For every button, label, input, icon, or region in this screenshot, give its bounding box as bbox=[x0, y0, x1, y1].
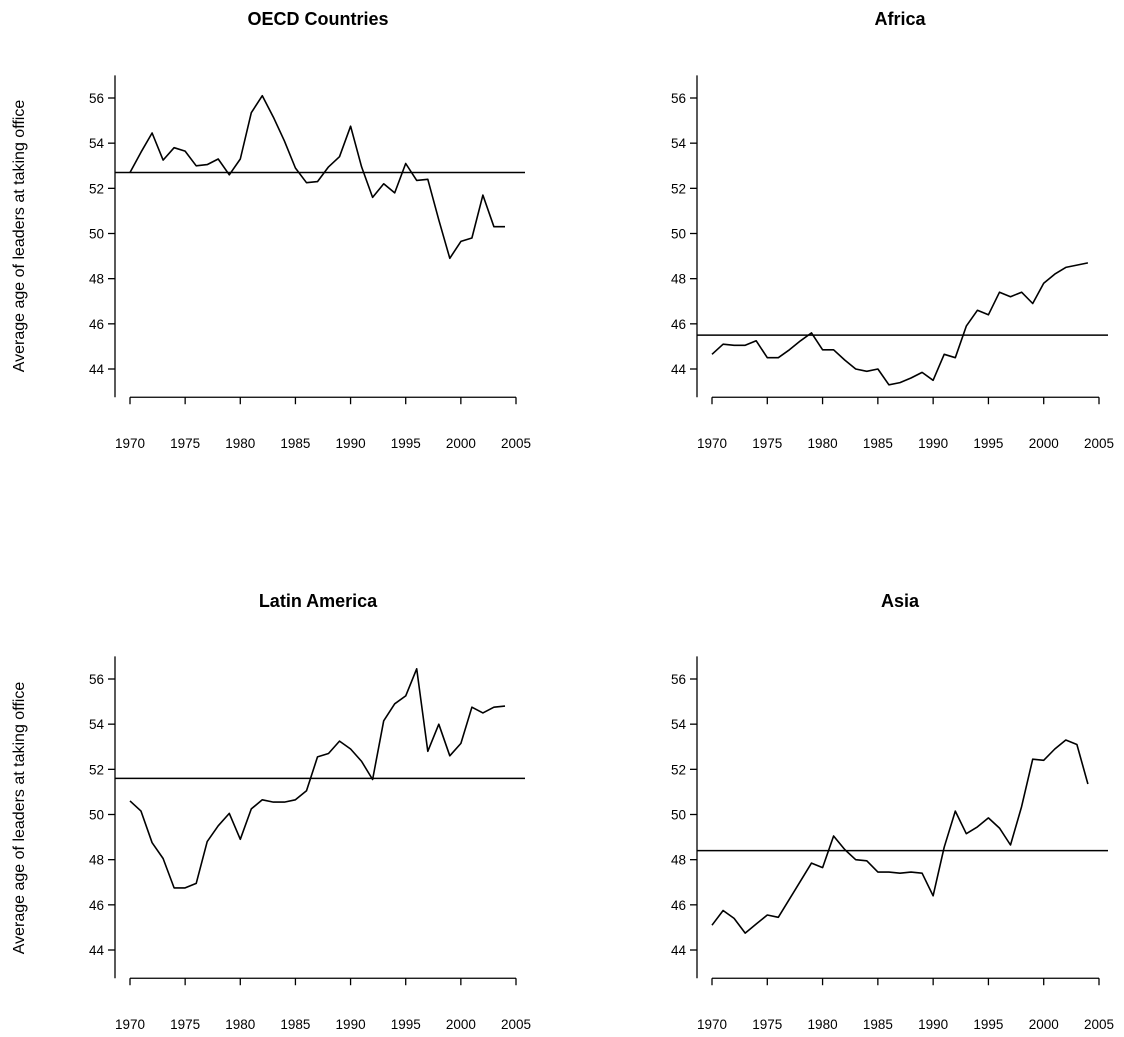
y-axis-label: Average age of leaders at taking office bbox=[11, 100, 28, 373]
x-tick-label: 1980 bbox=[225, 436, 255, 451]
x-tick-label: 1970 bbox=[115, 436, 145, 451]
x-tick-label: 1980 bbox=[225, 1017, 255, 1032]
panel-title: Asia bbox=[881, 591, 920, 611]
x-tick-label: 1985 bbox=[280, 1017, 310, 1032]
x-tick-label: 2005 bbox=[501, 1017, 531, 1032]
x-tick-label: 2000 bbox=[1029, 1017, 1059, 1032]
y-tick-label: 52 bbox=[671, 181, 686, 196]
series-line bbox=[129, 94, 505, 260]
x-tick-label: 1980 bbox=[808, 1017, 838, 1032]
y-tick-label: 50 bbox=[89, 227, 104, 242]
y-axis-label: Average age of leaders at taking office bbox=[11, 682, 28, 955]
y-tick-label: 44 bbox=[671, 943, 687, 958]
y-tick-label: 52 bbox=[671, 762, 686, 777]
x-tick-label: 1980 bbox=[808, 436, 838, 451]
y-tick-label: 54 bbox=[671, 717, 687, 732]
x-tick-label: 1995 bbox=[973, 436, 1003, 451]
y-tick-label: 50 bbox=[89, 808, 104, 823]
y-tick-label: 46 bbox=[89, 317, 104, 332]
panel-3: Asia 44 46 48 50 52 54 56 1970 1975 1980 1985 1990 19… bbox=[671, 591, 1114, 1032]
x-tick-label: 1995 bbox=[973, 1017, 1003, 1032]
y-tick-label: 44 bbox=[671, 362, 687, 377]
x-tick-label: 1975 bbox=[752, 436, 782, 451]
panel-2: Latin America Average age of leaders at t… bbox=[11, 591, 531, 1032]
x-tick-label: 1975 bbox=[752, 1017, 782, 1032]
panel-title: Latin America bbox=[259, 591, 378, 611]
x-tick-label: 2000 bbox=[1029, 436, 1059, 451]
panel-0: OECD Countries Average age of leaders at … bbox=[11, 9, 531, 451]
x-tick-label: 1975 bbox=[170, 436, 200, 451]
y-tick-label: 56 bbox=[89, 672, 104, 687]
y-tick-label: 50 bbox=[671, 227, 686, 242]
series-line bbox=[129, 667, 506, 889]
y-tick-label: 46 bbox=[89, 898, 104, 913]
x-tick-label: 1985 bbox=[863, 436, 893, 451]
series-line bbox=[711, 739, 1089, 934]
x-tick-label: 2005 bbox=[1084, 1017, 1114, 1032]
x-tick-label: 1990 bbox=[336, 436, 366, 451]
x-tick-label: 1990 bbox=[336, 1017, 366, 1032]
y-tick-label: 54 bbox=[89, 136, 105, 151]
y-tick-label: 56 bbox=[671, 91, 686, 106]
x-tick-label: 1995 bbox=[391, 1017, 421, 1032]
y-tick-label: 46 bbox=[671, 898, 686, 913]
y-tick-label: 54 bbox=[671, 136, 687, 151]
x-tick-label: 2000 bbox=[446, 1017, 476, 1032]
x-tick-label: 2005 bbox=[1084, 436, 1114, 451]
y-tick-label: 44 bbox=[89, 943, 105, 958]
panel-1: Africa 44 46 48 50 52 54 56 1970 1975 1980 1985 1990… bbox=[671, 9, 1114, 451]
x-tick-label: 1985 bbox=[280, 436, 310, 451]
x-tick-label: 1985 bbox=[863, 1017, 893, 1032]
y-tick-label: 48 bbox=[89, 272, 104, 287]
y-tick-label: 48 bbox=[671, 853, 686, 868]
panel-title: OECD Countries bbox=[247, 9, 388, 29]
x-tick-label: 1970 bbox=[697, 436, 727, 451]
x-tick-label: 2005 bbox=[501, 436, 531, 451]
x-tick-label: 1990 bbox=[918, 1017, 948, 1032]
y-tick-label: 50 bbox=[671, 808, 686, 823]
y-tick-label: 52 bbox=[89, 762, 104, 777]
series-line bbox=[711, 262, 1089, 386]
y-tick-label: 56 bbox=[89, 91, 104, 106]
y-tick-label: 52 bbox=[89, 181, 104, 196]
x-tick-label: 1970 bbox=[115, 1017, 145, 1032]
x-tick-label: 1990 bbox=[918, 436, 948, 451]
x-tick-label: 1970 bbox=[697, 1017, 727, 1032]
y-tick-label: 48 bbox=[671, 272, 686, 287]
y-tick-label: 48 bbox=[89, 853, 104, 868]
x-tick-label: 2000 bbox=[446, 436, 476, 451]
y-tick-label: 56 bbox=[671, 672, 686, 687]
x-tick-label: 1975 bbox=[170, 1017, 200, 1032]
y-tick-label: 54 bbox=[89, 717, 105, 732]
panel-title: Africa bbox=[874, 9, 926, 29]
y-tick-label: 44 bbox=[89, 362, 105, 377]
y-tick-label: 46 bbox=[671, 317, 686, 332]
x-tick-label: 1995 bbox=[391, 436, 421, 451]
